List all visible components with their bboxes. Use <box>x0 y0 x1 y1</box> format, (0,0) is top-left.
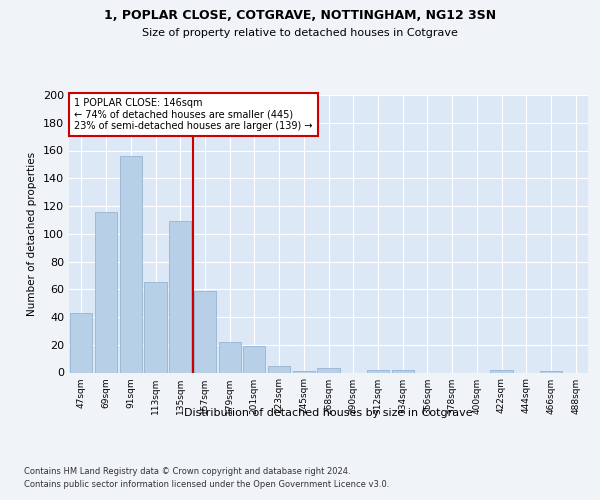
Bar <box>293 371 315 372</box>
Text: 1, POPLAR CLOSE, COTGRAVE, NOTTINGHAM, NG12 3SN: 1, POPLAR CLOSE, COTGRAVE, NOTTINGHAM, N… <box>104 9 496 22</box>
Bar <box>145 282 167 372</box>
Text: Distribution of detached houses by size in Cotgrave: Distribution of detached houses by size … <box>184 408 473 418</box>
Bar <box>169 222 191 372</box>
Bar <box>540 371 562 372</box>
Bar <box>317 368 340 372</box>
Bar <box>95 212 117 372</box>
Text: Size of property relative to detached houses in Cotgrave: Size of property relative to detached ho… <box>142 28 458 38</box>
Bar <box>119 156 142 372</box>
Bar <box>218 342 241 372</box>
Text: Contains public sector information licensed under the Open Government Licence v3: Contains public sector information licen… <box>24 480 389 489</box>
Bar <box>367 370 389 372</box>
Bar <box>194 290 216 372</box>
Bar <box>268 366 290 372</box>
Bar <box>490 370 512 372</box>
Bar <box>392 370 414 372</box>
Bar <box>70 313 92 372</box>
Y-axis label: Number of detached properties: Number of detached properties <box>28 152 37 316</box>
Bar <box>243 346 265 372</box>
Text: Contains HM Land Registry data © Crown copyright and database right 2024.: Contains HM Land Registry data © Crown c… <box>24 468 350 476</box>
Text: 1 POPLAR CLOSE: 146sqm
← 74% of detached houses are smaller (445)
23% of semi-de: 1 POPLAR CLOSE: 146sqm ← 74% of detached… <box>74 98 313 131</box>
